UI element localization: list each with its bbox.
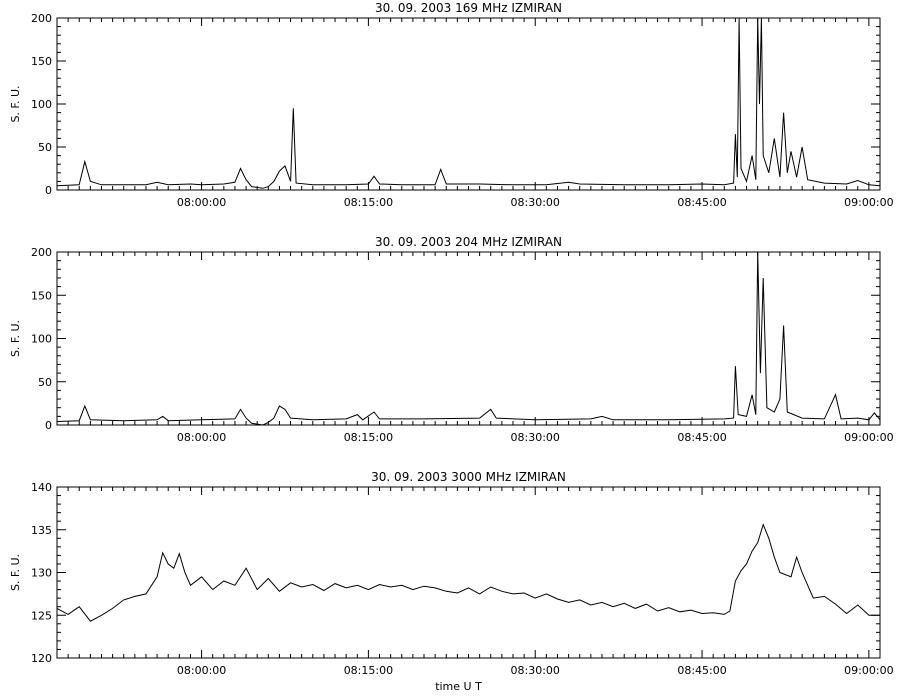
x-tick-label: 09:00:00 <box>844 196 893 209</box>
x-tick-label: 09:00:00 <box>844 664 893 677</box>
y-tick-label: 0 <box>45 184 52 197</box>
x-tick-label: 08:30:00 <box>511 431 560 444</box>
y-tick-label: 140 <box>31 481 52 494</box>
x-tick-label: 08:15:00 <box>344 431 393 444</box>
flux-series-line <box>56 251 881 426</box>
y-tick-label: 0 <box>45 419 52 432</box>
x-tick-label: 08:00:00 <box>177 664 226 677</box>
x-axis-label: time U T <box>435 680 482 693</box>
x-tick-label: 08:15:00 <box>344 664 393 677</box>
y-tick-label: 150 <box>31 289 52 302</box>
x-tick-label: 08:45:00 <box>677 431 726 444</box>
x-tick-label: 09:00:00 <box>844 431 893 444</box>
y-tick-label: 100 <box>31 333 52 346</box>
x-tick-label: 08:00:00 <box>177 196 226 209</box>
y-tick-label: 50 <box>38 141 52 154</box>
x-tick-label: 08:15:00 <box>344 196 393 209</box>
x-tick-label: 08:45:00 <box>677 664 726 677</box>
y-tick-label: 125 <box>31 609 52 622</box>
y-tick-label: 200 <box>31 12 52 25</box>
y-axis-label: S. F. U. <box>9 85 22 122</box>
chart-title: 30. 09. 2003 3000 MHz IZMIRAN <box>371 470 566 484</box>
x-tick-label: 08:00:00 <box>177 431 226 444</box>
y-axis-label: S. F. U. <box>9 554 22 591</box>
y-tick-label: 100 <box>31 98 52 111</box>
x-tick-label: 08:30:00 <box>511 664 560 677</box>
y-tick-label: 150 <box>31 55 52 68</box>
plot-frame <box>56 486 881 659</box>
y-tick-label: 120 <box>31 652 52 665</box>
y-tick-label: 50 <box>38 376 52 389</box>
y-tick-label: 135 <box>31 524 52 537</box>
flux-series-line <box>56 17 881 189</box>
x-tick-label: 08:30:00 <box>511 196 560 209</box>
y-tick-label: 130 <box>31 567 52 580</box>
y-axis-label: S. F. U. <box>9 320 22 357</box>
x-tick-label: 08:45:00 <box>677 196 726 209</box>
chart-title: 30. 09. 2003 169 MHz IZMIRAN <box>375 1 562 15</box>
y-tick-label: 200 <box>31 246 52 259</box>
chart-title: 30. 09. 2003 204 MHz IZMIRAN <box>375 235 562 249</box>
flux-series-line <box>56 523 880 622</box>
